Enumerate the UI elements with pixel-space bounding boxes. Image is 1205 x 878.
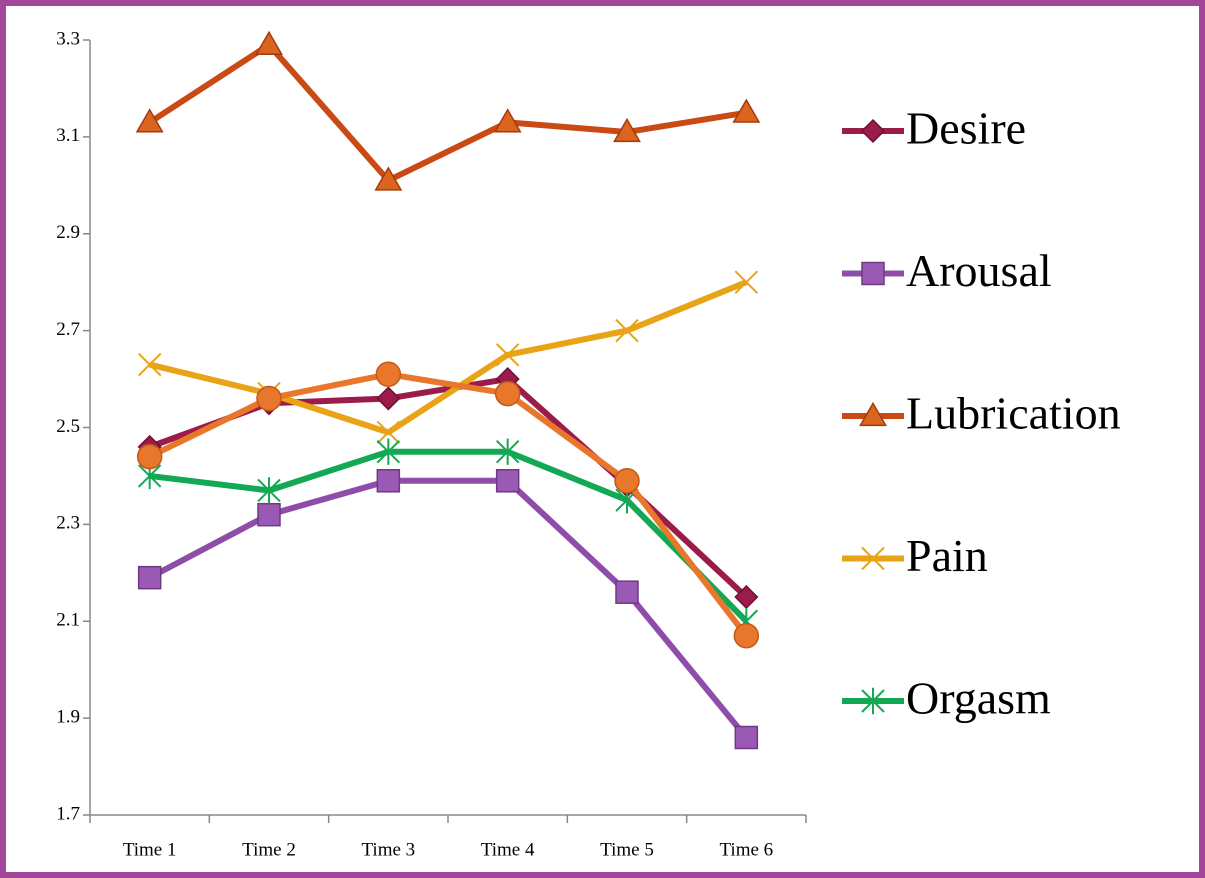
y-tick-label: 2.9 <box>56 222 80 243</box>
marker <box>861 261 885 286</box>
x-tick-label: Time 1 <box>123 839 177 860</box>
series-line <box>148 477 749 740</box>
marker <box>859 401 887 427</box>
x-tick-label: Time 3 <box>361 839 415 860</box>
marker <box>376 469 401 493</box>
series-line <box>148 371 749 638</box>
x-tick-label: Time 5 <box>600 839 654 860</box>
legend-label: Lubrication <box>906 388 1121 439</box>
y-tick-label: 2.3 <box>56 513 80 534</box>
series-line <box>148 41 747 184</box>
marker <box>135 108 164 133</box>
marker <box>375 361 402 387</box>
marker <box>495 469 520 493</box>
legend-label: Arousal <box>906 245 1052 296</box>
series-line <box>149 448 749 624</box>
x-tick-label: Time 6 <box>719 839 773 860</box>
marker <box>615 580 639 604</box>
y-tick-label: 1.9 <box>56 706 80 727</box>
marker <box>137 352 162 377</box>
marker <box>861 687 885 715</box>
marker <box>734 270 759 294</box>
marker <box>734 584 759 610</box>
marker <box>256 385 282 412</box>
marker <box>495 343 520 367</box>
marker <box>613 117 641 143</box>
y-tick-label: 2.7 <box>56 319 80 340</box>
marker <box>376 420 401 445</box>
x-tick-label: Time 4 <box>481 839 535 860</box>
marker <box>494 380 521 407</box>
legend-label: Pain <box>906 530 988 581</box>
marker <box>257 502 281 527</box>
marker <box>495 438 520 465</box>
marker <box>137 565 162 590</box>
y-tick-label: 3.1 <box>56 125 80 146</box>
marker <box>733 623 760 649</box>
marker <box>614 468 640 494</box>
series-line <box>148 279 748 436</box>
legend-label: Desire <box>906 103 1026 154</box>
marker <box>136 443 163 470</box>
x-tick-label: Time 2 <box>242 839 296 860</box>
marker <box>615 318 639 343</box>
marker <box>732 98 761 123</box>
y-tick-label: 2.1 <box>56 610 80 631</box>
marker <box>257 477 281 504</box>
marker <box>376 386 401 411</box>
marker <box>255 30 283 55</box>
y-tick-label: 1.7 <box>56 803 80 824</box>
marker <box>376 438 401 465</box>
marker <box>374 166 403 191</box>
legend-label: Orgasm <box>906 673 1051 724</box>
marker <box>493 108 522 133</box>
marker <box>734 725 759 750</box>
y-tick-label: 3.3 <box>56 28 80 49</box>
marker <box>860 118 886 144</box>
y-tick-label: 2.5 <box>56 416 80 437</box>
marker <box>861 546 885 571</box>
